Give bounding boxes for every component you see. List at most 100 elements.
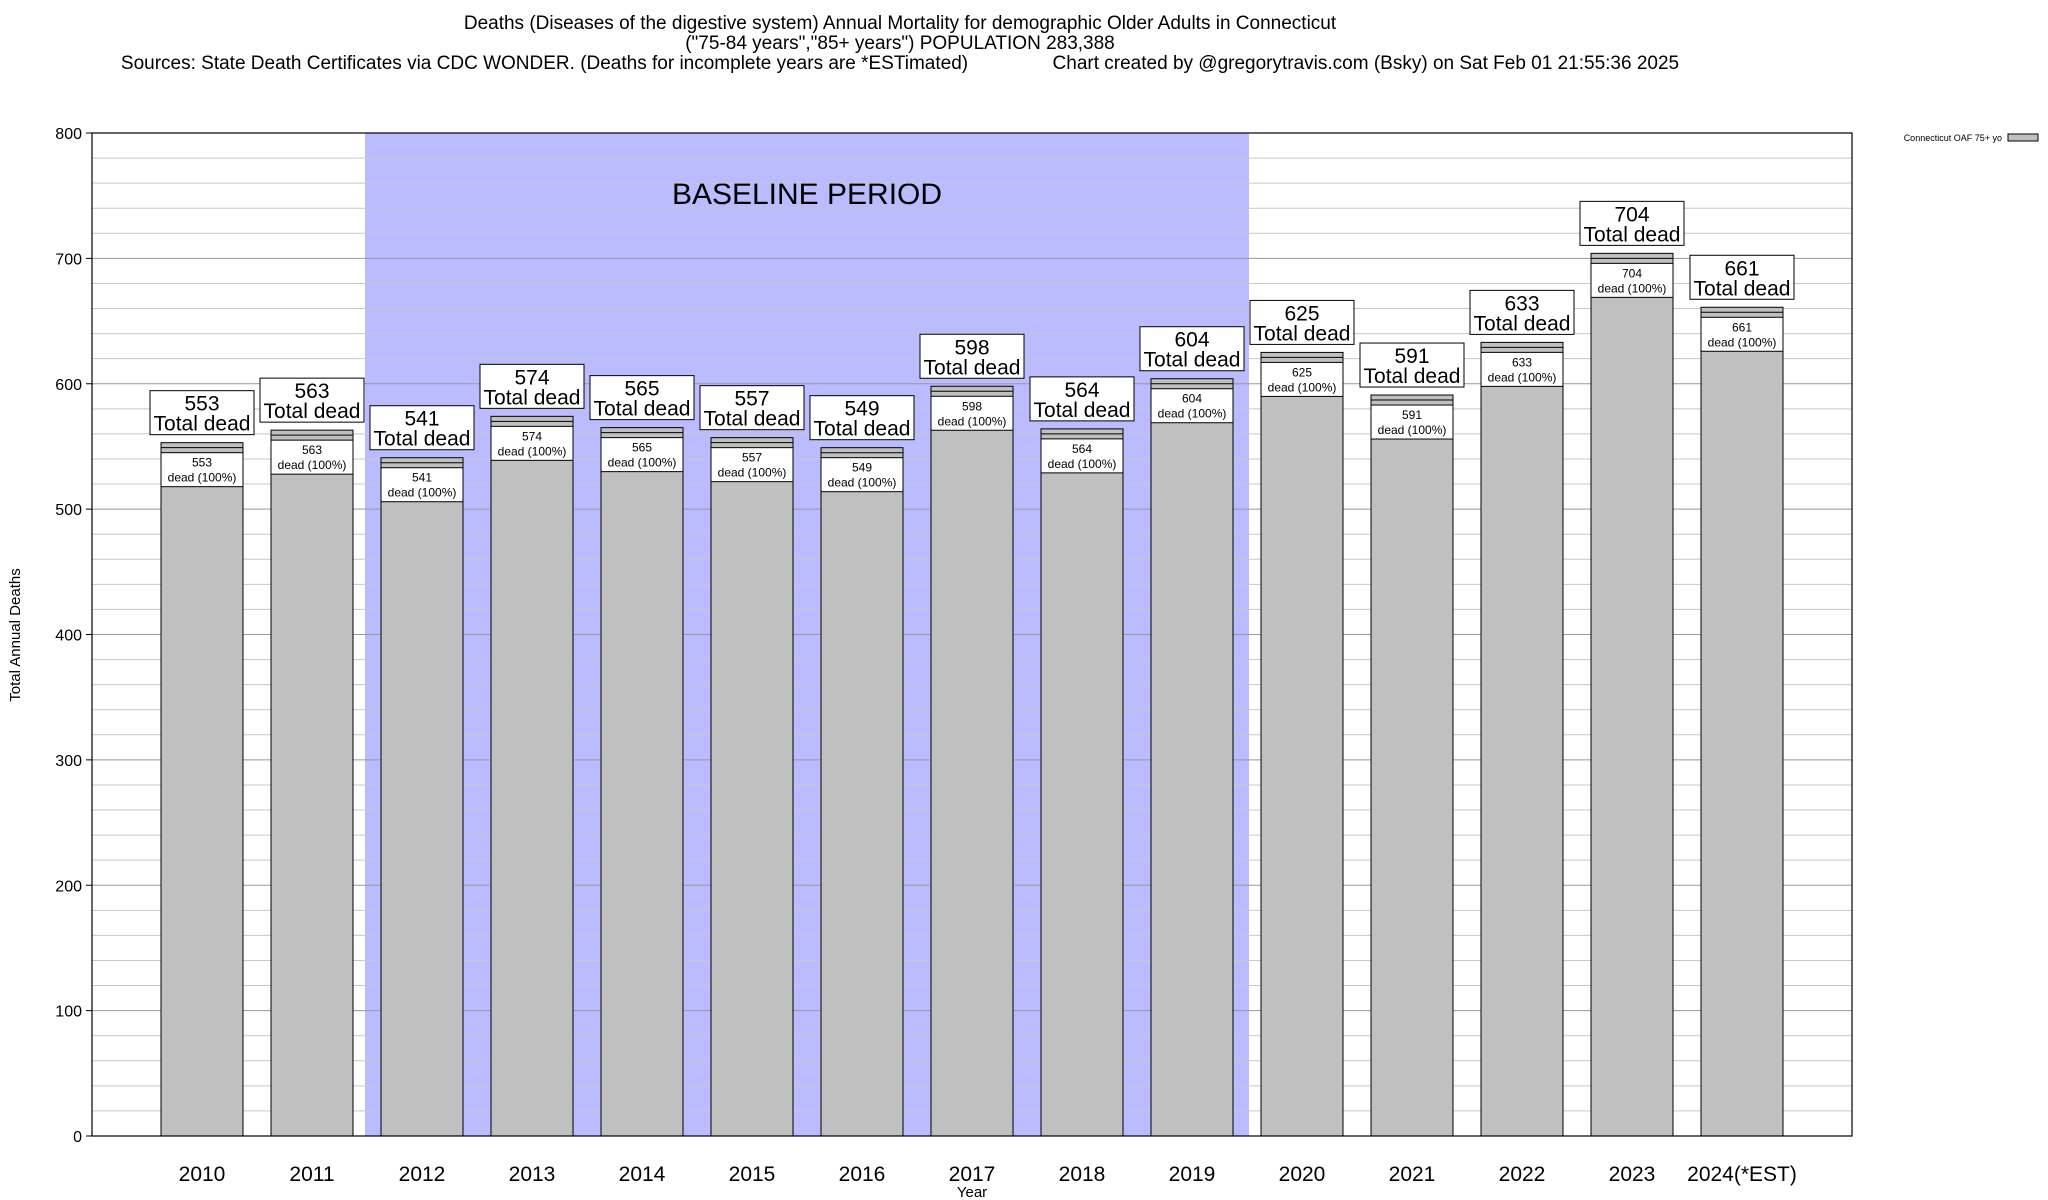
total-label-box — [589, 375, 695, 421]
inner-label-box — [1590, 262, 1674, 298]
total-value-label: 704 — [1614, 203, 1649, 226]
inner-value-label: 564 — [1072, 442, 1092, 456]
inner-percent-label: dead (100%) — [168, 471, 237, 485]
x-tick-label: 2010 — [179, 1163, 226, 1186]
x-tick-label: 2021 — [1389, 1163, 1436, 1186]
bar — [1370, 394, 1454, 1137]
inner-value-label: 704 — [1622, 266, 1642, 280]
total-value-label: 565 — [624, 378, 659, 401]
inner-label-box — [600, 437, 684, 473]
total-label-box — [699, 385, 805, 431]
inner-value-label: 557 — [742, 451, 762, 465]
total-label-box — [149, 390, 255, 436]
inner-percent-label: dead (100%) — [278, 458, 347, 472]
inner-value-label: 625 — [1292, 365, 1312, 379]
y-tick-label: 200 — [55, 878, 82, 895]
inner-percent-label: dead (100%) — [1488, 370, 1557, 384]
y-tick-label: 800 — [55, 126, 82, 143]
total-suffix-label: Total dead — [1694, 277, 1791, 300]
y-tick-label: 0 — [73, 1129, 82, 1146]
y-tick-label: 300 — [55, 753, 82, 770]
inner-percent-label: dead (100%) — [1378, 423, 1447, 437]
inner-value-label: 633 — [1512, 355, 1532, 369]
total-value-label: 604 — [1174, 329, 1209, 352]
total-suffix-label: Total dead — [374, 428, 471, 451]
inner-percent-label: dead (100%) — [938, 414, 1007, 428]
bar — [270, 429, 354, 1137]
inner-value-label: 563 — [302, 443, 322, 457]
chart-sources-line: Sources: State Death Certificates via CD… — [120, 53, 1680, 74]
y-tick-label: 100 — [55, 1004, 82, 1021]
bar — [380, 457, 464, 1137]
inner-value-label: 604 — [1182, 392, 1202, 406]
inner-percent-label: dead (100%) — [498, 444, 567, 458]
inner-label-box — [710, 447, 794, 483]
y-axis-label: Total Annual Deaths — [7, 568, 24, 701]
bar — [1040, 428, 1124, 1137]
total-value-label: 625 — [1284, 302, 1319, 325]
total-label-box — [1469, 289, 1575, 335]
inner-percent-label: dead (100%) — [828, 476, 897, 490]
inner-value-label: 598 — [962, 399, 982, 413]
total-suffix-label: Total dead — [154, 413, 251, 436]
inner-label-box — [160, 452, 244, 488]
chart-subtitle: ("75-84 years","85+ years") POPULATION 2… — [685, 33, 1115, 54]
total-value-label: 541 — [404, 408, 439, 431]
total-suffix-label: Total dead — [814, 418, 911, 441]
total-value-label: 574 — [514, 366, 549, 389]
total-label-box — [1579, 200, 1685, 246]
inner-value-label: 541 — [412, 471, 432, 485]
legend-swatch — [2007, 133, 2039, 142]
total-value-label: 591 — [1394, 345, 1429, 368]
inner-value-label: 549 — [852, 461, 872, 475]
total-suffix-label: Total dead — [1584, 223, 1681, 246]
inner-percent-label: dead (100%) — [608, 456, 677, 470]
total-label-box — [809, 395, 915, 441]
inner-label-box — [1700, 316, 1784, 352]
bar — [820, 447, 904, 1137]
x-tick-label: 2019 — [1169, 1163, 1216, 1186]
inner-percent-label: dead (100%) — [1158, 407, 1227, 421]
total-value-label: 549 — [844, 398, 879, 421]
y-tick-label: 600 — [55, 377, 82, 394]
inner-label-box — [820, 457, 904, 493]
inner-percent-label: dead (100%) — [718, 466, 787, 480]
total-value-label: 557 — [734, 388, 769, 411]
bar — [1480, 341, 1564, 1137]
total-suffix-label: Total dead — [594, 398, 691, 421]
bar — [930, 385, 1014, 1137]
inner-value-label: 553 — [192, 456, 212, 470]
inner-percent-label: dead (100%) — [1268, 380, 1337, 394]
total-suffix-label: Total dead — [1254, 322, 1351, 345]
inner-percent-label: dead (100%) — [1708, 335, 1777, 349]
inner-percent-label: dead (100%) — [1048, 457, 1117, 471]
x-tick-label: 2023 — [1609, 1163, 1656, 1186]
total-suffix-label: Total dead — [704, 408, 801, 431]
inner-percent-label: dead (100%) — [388, 486, 457, 500]
bar — [710, 437, 794, 1137]
total-label-box — [919, 333, 1025, 379]
total-label-box — [479, 363, 585, 409]
x-tick-label: 2014 — [619, 1163, 666, 1186]
y-tick-label: 700 — [55, 251, 82, 268]
total-value-label: 598 — [954, 336, 989, 359]
y-tick-label: 500 — [55, 502, 82, 519]
x-tick-label: 2016 — [839, 1163, 886, 1186]
inner-label-box — [490, 425, 574, 461]
y-tick-label: 400 — [55, 628, 82, 645]
x-tick-label: 2013 — [509, 1163, 556, 1186]
total-label-box — [1249, 299, 1355, 345]
total-value-label: 633 — [1504, 292, 1539, 315]
total-value-label: 661 — [1724, 257, 1759, 280]
total-value-label: 553 — [184, 393, 219, 416]
x-tick-label: 2012 — [399, 1163, 446, 1186]
total-value-label: 563 — [294, 380, 329, 403]
x-tick-label: 2022 — [1499, 1163, 1546, 1186]
x-tick-label: 2017 — [949, 1163, 996, 1186]
x-tick-label: 2024(*EST) — [1687, 1163, 1797, 1186]
inner-value-label: 591 — [1402, 408, 1422, 422]
total-label-box — [259, 377, 365, 423]
inner-label-box — [1480, 351, 1564, 387]
total-label-box — [1029, 376, 1135, 422]
chart-title: Deaths (Diseases of the digestive system… — [463, 13, 1337, 34]
